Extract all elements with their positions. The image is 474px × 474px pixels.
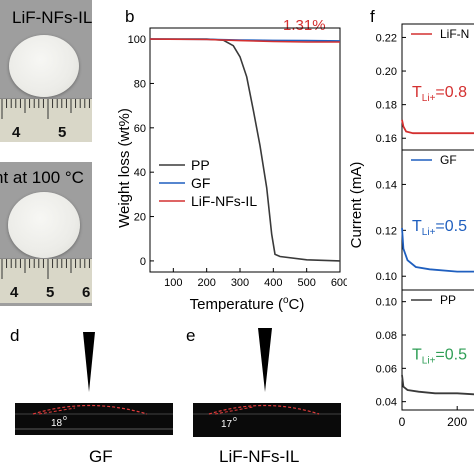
ruler-bottom: 4 5 6 (0, 258, 92, 303)
y-tick-label: 40 (134, 167, 146, 179)
plot-frame (149, 27, 341, 273)
series-line-pp (150, 38, 341, 262)
transference-number-label: TLi+=0.5 (412, 218, 467, 238)
tga-chart: b 1.31% Weight loss (wt%) Temperature (o… (116, 7, 347, 312)
x-tick-label: 0 (399, 415, 406, 429)
angle-unit: o (63, 415, 67, 422)
transference-number-label: TLi+=0.5 (412, 347, 467, 367)
y-tick-label: 0.18 (376, 100, 397, 112)
photo-bottom: nt at 100 °C 4 5 6 (0, 162, 92, 306)
x-axis-label: Temperature (oC) (190, 295, 305, 312)
subplot-frame (401, 289, 474, 411)
x-axis-label-sup: o (283, 295, 289, 306)
y-axis-label: Current (mA) (348, 162, 365, 249)
ruler-ticks (1, 259, 90, 279)
contact-angle-image-gf: 18 o (15, 403, 173, 435)
droplet-gf: 18 o (15, 404, 173, 430)
ruler-number: 5 (58, 124, 67, 141)
label-gf: GF (89, 447, 113, 466)
photo-top-label: LiF-NFs-IL (12, 8, 92, 27)
y-tick-label: 0.12 (376, 225, 397, 237)
current-series-pp (401, 374, 474, 396)
label-lif-nfs-il: LiF-NFs-IL (219, 447, 300, 466)
y-tick-label: 20 (134, 212, 146, 224)
current-series-gf (401, 227, 474, 273)
legend: PP GF LiF-NFs-IL (159, 157, 257, 209)
transference-number-label: TLi+=0.8 (412, 84, 467, 104)
membrane-disc-top (9, 35, 79, 97)
y-tick-label: 0.04 (376, 397, 397, 409)
y-tick-label: 0.14 (376, 179, 397, 191)
syringe-needle-lif (258, 328, 272, 392)
syringe-needle-gf (83, 332, 95, 392)
ruler-number: 5 (46, 284, 55, 301)
x-tick-label: 200 (197, 277, 215, 289)
current-plot-area: 0.16 0.18 0.20 0.22 LiF-N TLi+=0.8 0.10 0.12 0.1… (376, 23, 474, 429)
x-tick-label: 100 (164, 277, 182, 289)
legend-label: LiF-N (440, 27, 469, 41)
angle-value: 17 (221, 419, 233, 430)
photo-bottom-label: nt at 100 °C (0, 168, 84, 187)
x-axis-label-end: C) (289, 296, 305, 312)
y-tick-label: 0 (140, 256, 146, 268)
y-tick-label: 0.10 (376, 297, 397, 309)
current-series-lif-n (401, 119, 474, 135)
y-tick-label: 0.22 (376, 32, 397, 44)
x-tick-label: 500 (297, 277, 315, 289)
annotation-1-31: 1.31% (283, 17, 326, 34)
membrane-disc-bottom (8, 192, 80, 258)
y-axis-label: Weight loss (wt%) (116, 108, 133, 228)
ruler-number: 4 (10, 284, 19, 301)
contact-angle-image-lif: 17 o (193, 403, 341, 437)
tga-plot-area: 100 200 300 400 500 600 0 20 40 60 80 100 (128, 27, 347, 289)
ruler-number: 6 (82, 284, 91, 301)
x-axis-label-text: Temperature ( (190, 296, 283, 312)
legend-label: GF (191, 175, 210, 191)
series-line-lif-nfs-il (149, 38, 340, 43)
y-tick-label: 60 (134, 123, 146, 135)
y-tick-label: 0.10 (376, 271, 397, 283)
ruler-top: 4 5 (0, 98, 92, 142)
y-tick-label: 0.20 (376, 66, 397, 78)
panel-letter-e: e (186, 326, 196, 345)
angle-unit: o (233, 416, 237, 423)
y-tick-label: 0.06 (376, 363, 397, 375)
ruler-number: 4 (12, 124, 21, 141)
photo-top: LiF-NFs-IL 4 5 (0, 0, 92, 142)
current-chart: f Current (mA) 0.16 0.18 0.20 0.22 LiF-N TLi+… (348, 7, 474, 429)
y-tick-label: 0.16 (376, 133, 397, 145)
legend-label: PP (440, 293, 456, 307)
angle-value: 18 (51, 418, 63, 429)
x-tick-label: 600 (331, 277, 347, 289)
droplet-lif: 17 o (193, 404, 341, 430)
panel-letter-f: f (370, 7, 375, 26)
x-tick-label: 200 (447, 415, 467, 429)
legend-label: LiF-NFs-IL (191, 193, 257, 209)
legend-label: GF (440, 153, 457, 167)
y-tick-label: 100 (128, 34, 146, 46)
y-tick-label: 80 (134, 78, 146, 90)
panel-letter-d: d (10, 326, 20, 345)
x-tick-label: 400 (264, 277, 282, 289)
x-tick-label: 300 (231, 277, 249, 289)
ruler-ticks (1, 99, 90, 119)
legend-label: PP (191, 157, 210, 173)
panel-letter-b: b (125, 7, 134, 26)
y-tick-label: 0.08 (376, 330, 397, 342)
